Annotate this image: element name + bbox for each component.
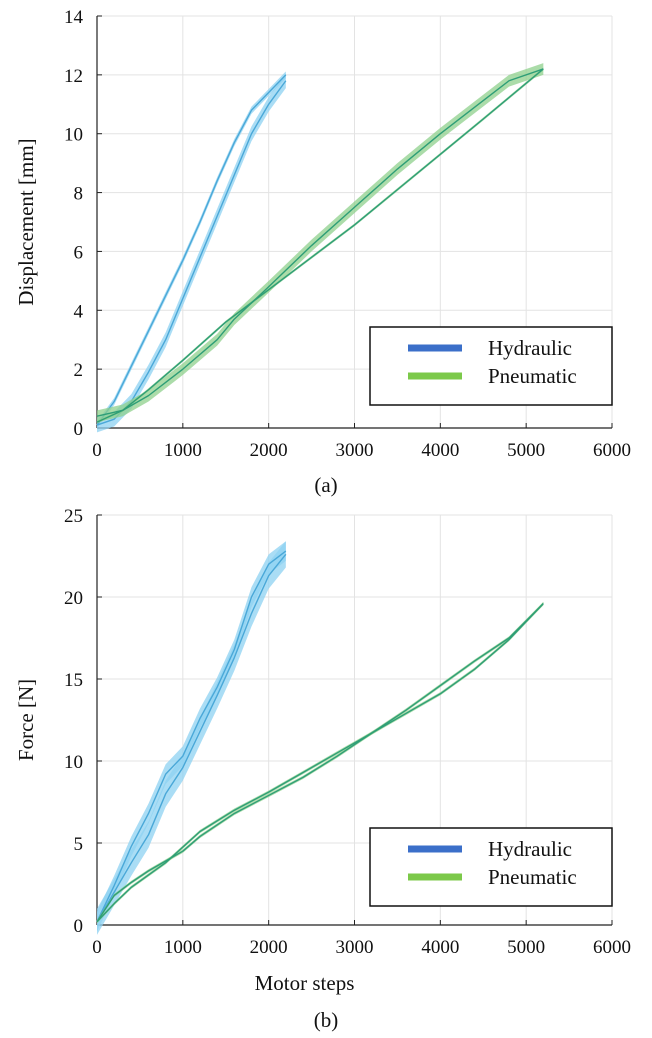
x-tick-label: 4000 (421, 937, 459, 958)
y-tick-label: 12 (64, 66, 83, 87)
legend: Hydraulic Pneumatic (369, 326, 613, 406)
legend-label-hydraulic: Hydraulic (488, 837, 572, 861)
series-pneumatic-unloading-line (96, 603, 544, 923)
y-tick-label: 5 (74, 834, 84, 855)
x-tick-label: 6000 (593, 440, 631, 461)
x-tick-label: 1000 (164, 440, 202, 461)
x-tick-label: 1000 (164, 937, 202, 958)
y-tick-label: 2 (74, 360, 84, 381)
y-tick-label: 15 (64, 670, 83, 691)
x-tick-label: 5000 (507, 937, 545, 958)
panel-b-chart: 0 1000 2000 3000 4000 5000 6000 0 5 10 15 20 25 Force… (14, 506, 631, 1032)
y-axis-label: Force [N] (14, 679, 38, 761)
legend-label-pneumatic: Pneumatic (488, 865, 577, 889)
y-tick-label: 10 (64, 125, 83, 146)
x-axis-label: Motor steps (255, 971, 355, 995)
x-tick-label: 3000 (336, 440, 374, 461)
x-tick-label: 2000 (250, 440, 288, 461)
y-tick-label: 20 (64, 588, 83, 609)
series-hydraulic-loading-line (96, 553, 287, 923)
series-pneumatic-loading-band (97, 63, 544, 423)
x-tick-label: 2000 (250, 937, 288, 958)
y-tick-label: 4 (74, 301, 84, 322)
series-hydraulic-unloading-line (96, 550, 287, 923)
legend-label-pneumatic: Pneumatic (488, 364, 577, 388)
y-tick-label: 0 (74, 419, 84, 440)
x-tick-label: 0 (92, 440, 102, 461)
x-tick-label: 0 (92, 937, 102, 958)
x-tick-label: 3000 (336, 937, 374, 958)
y-tick-label: 6 (74, 242, 84, 263)
series-pneumatic-loading-line (96, 68, 544, 417)
panel-caption: (b) (314, 1008, 339, 1032)
x-tick-label: 4000 (421, 440, 459, 461)
legend-box (369, 827, 613, 907)
panel-a-chart: 0 1000 2000 3000 4000 5000 6000 0 2 4 6 8 10 12 14 Disp… (14, 7, 631, 497)
y-tick-label: 14 (64, 7, 84, 28)
y-tick-label: 8 (74, 184, 84, 205)
series-pneumatic-unloading-line (96, 68, 544, 423)
x-tick-label: 6000 (593, 937, 631, 958)
series-hydraulic-unloading-line (96, 74, 287, 426)
y-tick-label: 25 (64, 506, 83, 527)
y-tick-label: 0 (74, 916, 84, 937)
legend: Hydraulic Pneumatic (369, 827, 613, 907)
y-tick-label: 10 (64, 752, 83, 773)
series-pneumatic-loading-line (96, 603, 544, 923)
legend-box (369, 326, 613, 406)
x-tick-label: 5000 (507, 440, 545, 461)
y-axis-label: Displacement [mm] (14, 138, 38, 305)
panel-caption: (a) (314, 473, 337, 497)
legend-label-hydraulic: Hydraulic (488, 336, 572, 360)
series-hydraulic-loading-line (96, 80, 287, 426)
